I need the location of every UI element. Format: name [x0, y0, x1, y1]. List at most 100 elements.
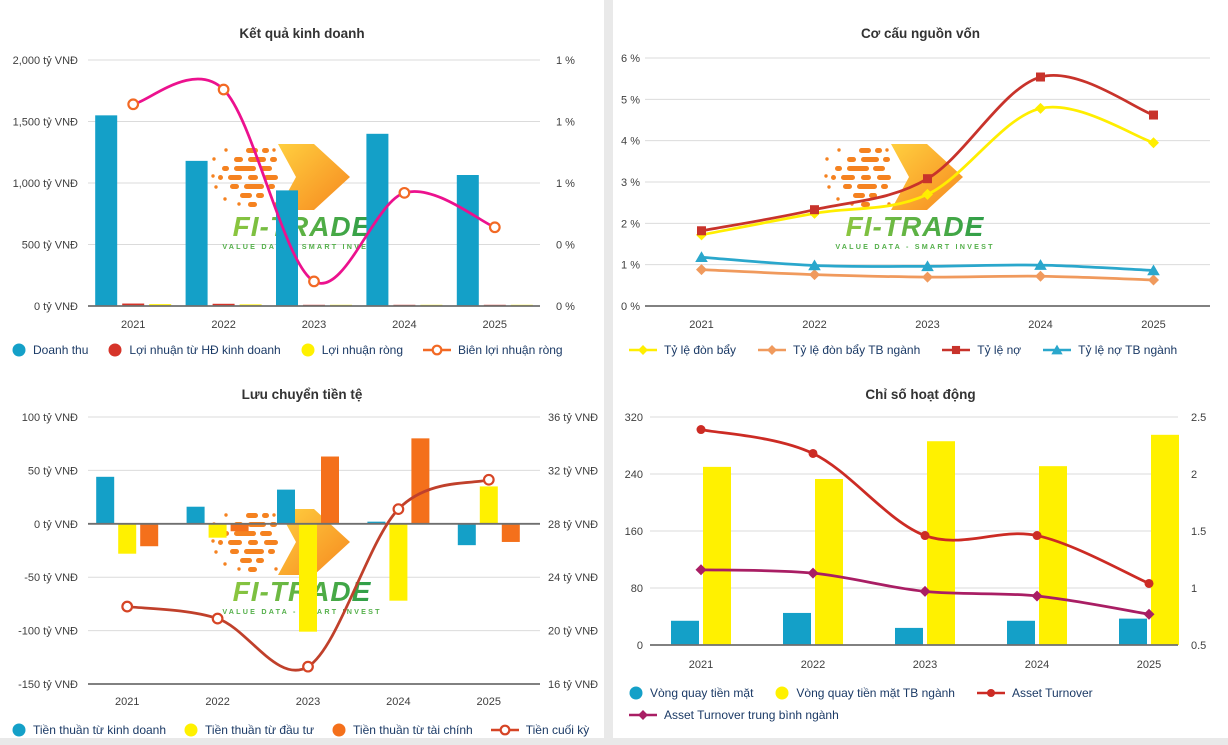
- bar-2024[interactable]: [1039, 466, 1067, 645]
- legend-item[interactable]: Tiền cuối kỳ: [490, 723, 589, 737]
- legend-item[interactable]: Vòng quay tiền mặt TB ngành: [775, 686, 955, 700]
- data-point-2024[interactable]: [1035, 102, 1046, 114]
- data-point-2025[interactable]: [482, 473, 495, 486]
- data-point-2024[interactable]: [1031, 590, 1043, 602]
- data-point-2022[interactable]: [217, 83, 230, 96]
- legend-item[interactable]: Asset Turnover: [976, 686, 1093, 700]
- chart-title-activity-ratios: Chỉ số hoạt động: [865, 387, 976, 402]
- data-point-2023[interactable]: [922, 271, 933, 283]
- bar-2023[interactable]: [276, 190, 298, 306]
- data-point-2021[interactable]: [121, 600, 134, 613]
- legend-item[interactable]: Tỷ lệ nợ: [942, 343, 1021, 357]
- legend: Vòng quay tiền mặt Vòng quay tiền mặt TB …: [629, 686, 1093, 700]
- data-point-2023[interactable]: [302, 660, 314, 673]
- data-point-2021[interactable]: [695, 564, 707, 576]
- data-point-2023[interactable]: [308, 275, 320, 288]
- legend-item[interactable]: Tỷ lệ đòn bẩy TB ngành: [758, 343, 920, 357]
- y-axis-label: 320: [625, 412, 643, 424]
- data-point-2024[interactable]: [1036, 72, 1045, 82]
- bar-2023[interactable]: [321, 456, 339, 524]
- legend-item[interactable]: Tỷ lệ đòn bẩy: [629, 343, 736, 357]
- bar-2021[interactable]: [118, 523, 137, 554]
- data-point-2023[interactable]: [920, 531, 930, 541]
- data-point-2023[interactable]: [921, 260, 934, 272]
- bar-2022[interactable]: [212, 303, 235, 306]
- legend-item[interactable]: Vòng quay tiền mặt: [629, 686, 753, 700]
- legend-item[interactable]: Tiền thuần từ đầu tư: [184, 723, 314, 737]
- data-point-2022[interactable]: [211, 612, 224, 625]
- data-point-2022[interactable]: [810, 205, 819, 215]
- legend-marker-icon: [184, 723, 198, 737]
- y-axis-label-right: 1.5: [1191, 526, 1206, 538]
- data-point-2025[interactable]: [1147, 264, 1160, 276]
- legend-item[interactable]: Tỷ lệ nợ TB ngành: [1043, 343, 1177, 357]
- bar-2025[interactable]: [1151, 434, 1179, 645]
- bar-2022[interactable]: [783, 612, 811, 645]
- data-point-2021[interactable]: [127, 98, 140, 111]
- bar-2023[interactable]: [277, 489, 295, 524]
- data-point-2024[interactable]: [1034, 259, 1047, 270]
- x-axis-label: 2023: [915, 319, 939, 331]
- bar-2025[interactable]: [457, 523, 476, 546]
- data-point-2024[interactable]: [392, 503, 405, 516]
- bar-2021[interactable]: [671, 620, 699, 645]
- bar-2025[interactable]: [1119, 618, 1147, 645]
- data-point-2021[interactable]: [696, 264, 707, 276]
- legend-label: Vòng quay tiền mặt TB ngành: [796, 686, 955, 700]
- bar-2025[interactable]: [501, 523, 520, 542]
- y-axis-label: 1,500 tỷ VNĐ: [13, 117, 78, 129]
- data-point-2024[interactable]: [1035, 270, 1046, 282]
- bar-2021[interactable]: [149, 304, 172, 306]
- data-point-2024[interactable]: [398, 186, 411, 199]
- data-point-2025[interactable]: [1148, 274, 1159, 286]
- bar-2024[interactable]: [1007, 620, 1035, 645]
- legend-item[interactable]: Lợi nhuận từ HĐ kinh doanh: [108, 343, 281, 357]
- bar-2025[interactable]: [456, 175, 479, 306]
- legend-item[interactable]: Tiền thuần từ kinh doanh: [12, 723, 166, 737]
- bar-2021[interactable]: [703, 466, 731, 645]
- bar-2021[interactable]: [140, 523, 159, 547]
- data-point-2022[interactable]: [808, 448, 818, 458]
- legend-item[interactable]: Doanh thu: [12, 343, 88, 357]
- data-point-2022[interactable]: [807, 567, 819, 579]
- panel-activity-ratios: Chỉ số hoạt động 320 2.5 240 2 160 1.5 80 1 0 0.5…: [613, 375, 1228, 745]
- bar-2022[interactable]: [185, 160, 208, 306]
- bar-2021[interactable]: [95, 115, 118, 306]
- data-point-2025[interactable]: [1144, 578, 1154, 588]
- data-point-2021[interactable]: [696, 425, 706, 435]
- bar-2024[interactable]: [411, 438, 430, 524]
- bar-2025[interactable]: [479, 486, 498, 524]
- bar-2022[interactable]: [208, 523, 227, 538]
- data-point-2023[interactable]: [922, 188, 933, 200]
- bar-2024[interactable]: [389, 523, 408, 601]
- data-point-2025[interactable]: [1148, 137, 1159, 149]
- data-point-2024[interactable]: [1032, 531, 1042, 541]
- data-point-2025[interactable]: [1143, 608, 1155, 620]
- bar-2022[interactable]: [186, 506, 205, 524]
- bar-2021[interactable]: [122, 303, 145, 306]
- legend-item[interactable]: Biên lợi nhuận ròng: [423, 343, 563, 357]
- data-point-2021[interactable]: [697, 226, 706, 236]
- data-point-2022[interactable]: [809, 269, 820, 281]
- data-point-2021[interactable]: [695, 251, 708, 263]
- bar-2022[interactable]: [230, 523, 249, 532]
- y-axis-label: 0 %: [621, 301, 640, 313]
- legend: Asset Turnover trung bình ngành: [629, 708, 839, 722]
- legend-item[interactable]: Asset Turnover trung bình ngành: [629, 708, 839, 722]
- panel-business-results: Kết quả kinh doanh 2,000 tỷ VNĐ 1 % 1,500 …: [0, 0, 604, 370]
- bar-2024[interactable]: [367, 521, 386, 524]
- data-point-2023[interactable]: [923, 174, 932, 184]
- bar-2023[interactable]: [927, 441, 955, 645]
- bar-2021[interactable]: [96, 476, 115, 524]
- legend-item[interactable]: Lợi nhuận ròng: [301, 343, 403, 357]
- data-point-2025[interactable]: [488, 221, 501, 234]
- legend-item[interactable]: Tiền thuần từ tài chính: [332, 723, 473, 737]
- legend-label: Biên lợi nhuận ròng: [458, 343, 563, 357]
- data-point-2022[interactable]: [808, 259, 821, 271]
- data-point-2023[interactable]: [919, 585, 931, 597]
- bar-2023[interactable]: [299, 523, 317, 632]
- x-axis-label: 2022: [211, 319, 235, 331]
- bar-2022[interactable]: [815, 478, 843, 645]
- bar-2023[interactable]: [895, 627, 923, 645]
- data-point-2025[interactable]: [1149, 110, 1158, 120]
